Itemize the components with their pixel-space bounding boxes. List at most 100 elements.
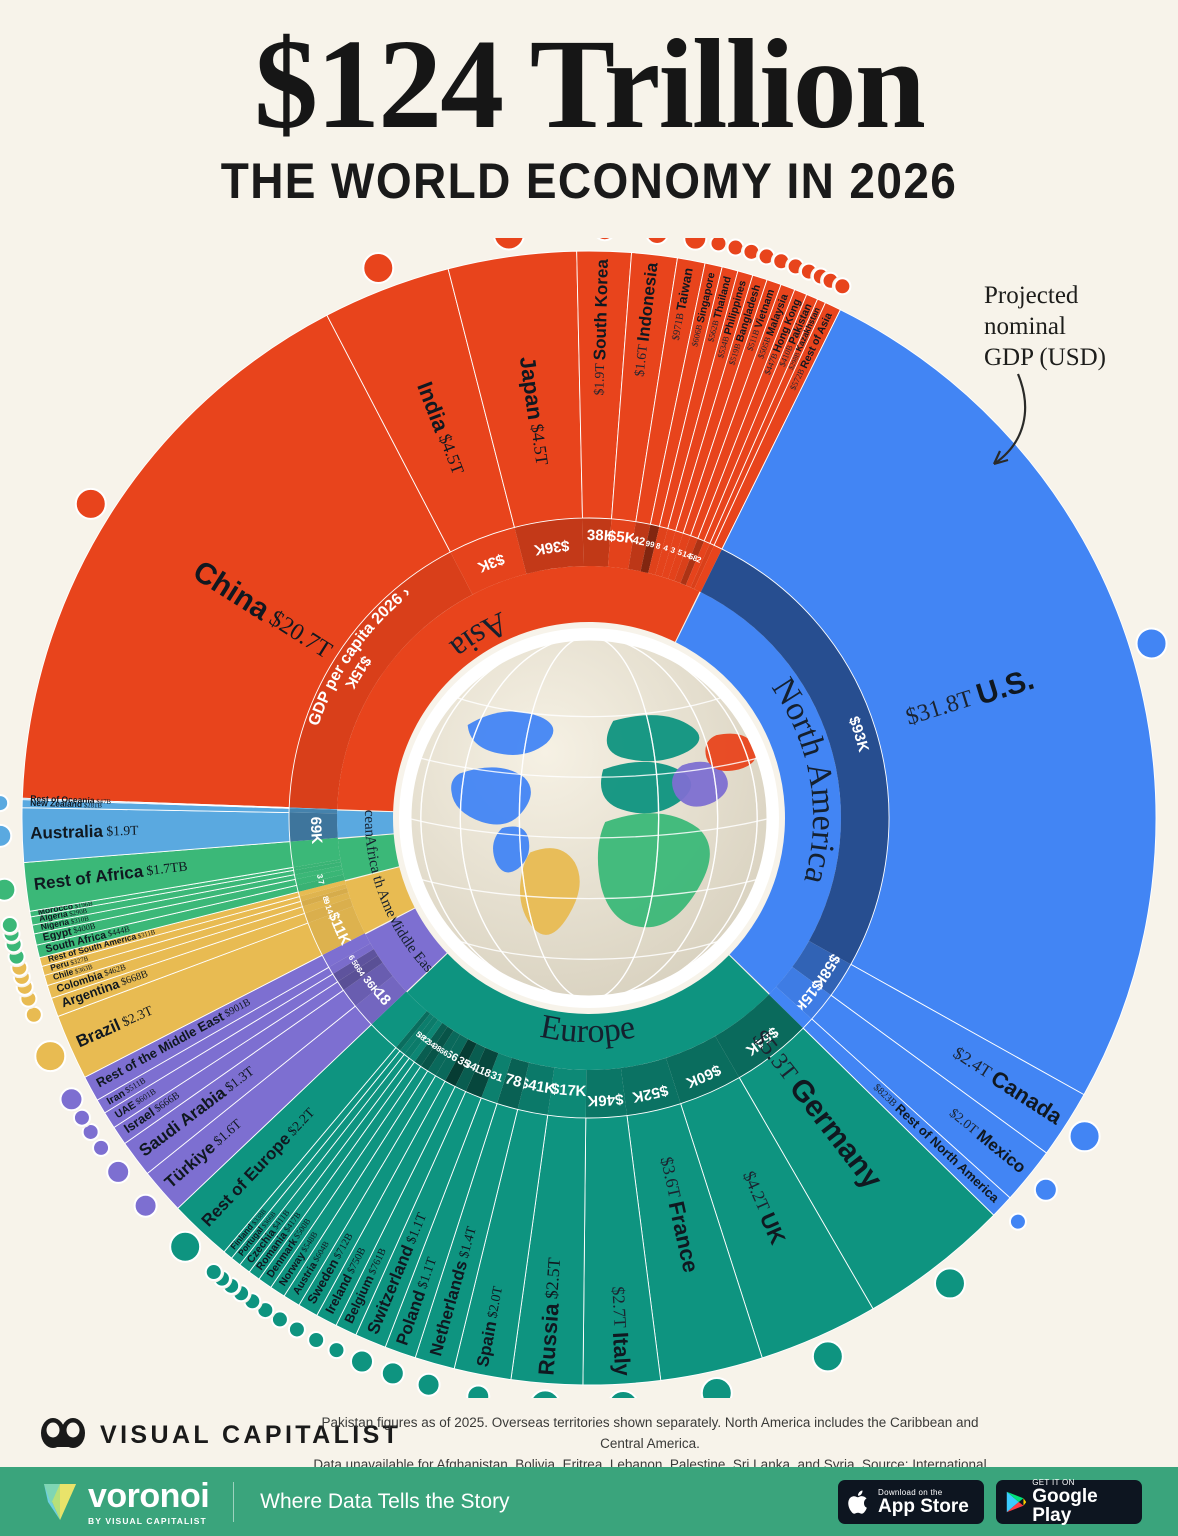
per-capita-segment[interactable] xyxy=(427,1030,461,1076)
per-capita-segment[interactable] xyxy=(289,807,338,810)
per-capita-segment[interactable] xyxy=(768,986,812,1029)
flag-icon-indonesia xyxy=(644,238,670,247)
per-capita-segment[interactable] xyxy=(674,535,698,584)
per-capita-segment[interactable] xyxy=(294,865,343,880)
per-capita-segment[interactable] xyxy=(337,955,383,991)
per-capita-segment[interactable] xyxy=(371,991,427,1048)
per-capita-segment[interactable] xyxy=(450,527,527,595)
google-play-button[interactable]: GET IT ON Google Play xyxy=(996,1478,1142,1525)
per-capita-segment[interactable] xyxy=(455,1043,486,1092)
country-label-rest-of-oceania: Rest of Oceania $47B xyxy=(30,793,111,805)
per-capita-segment[interactable] xyxy=(328,943,374,974)
region-band-middle-east[interactable] xyxy=(365,908,447,992)
google-play-icon xyxy=(1006,1491,1027,1512)
per-capita-segment[interactable] xyxy=(665,1036,740,1104)
per-capita-segment[interactable] xyxy=(399,1013,434,1055)
gdp-annotation: Projected nominal GDP (USD) xyxy=(984,280,1106,373)
per-capita-segment[interactable] xyxy=(296,874,345,892)
per-capita-segment[interactable] xyxy=(497,1057,530,1110)
per-capita-segment[interactable] xyxy=(404,1016,439,1059)
per-capita-segment[interactable] xyxy=(295,869,344,886)
footer-note: VISUAL CAPITALIST Pakistan figures as of… xyxy=(0,1405,1178,1493)
per-capita-segment[interactable] xyxy=(289,551,473,810)
per-capita-segment[interactable] xyxy=(694,545,722,593)
country-slice-u-s-[interactable] xyxy=(721,309,1157,1096)
per-capita-segment[interactable] xyxy=(620,1057,681,1116)
region-band-europe[interactable] xyxy=(407,953,769,1070)
per-capita-segment[interactable] xyxy=(293,859,341,871)
per-capita-segment[interactable] xyxy=(289,837,341,868)
region-band-north-america[interactable] xyxy=(675,592,841,994)
country-label-south-korea: $1.9T South Korea xyxy=(591,258,613,395)
flag-icon-south-korea xyxy=(594,238,615,243)
per-capita-segment[interactable] xyxy=(289,808,338,814)
region-band-asia[interactable] xyxy=(337,566,700,812)
sunburst-chart[interactable]: Asia $15K China $20.7T $3K India $4.5T $36K Ja… xyxy=(0,238,1178,1398)
vertical-divider xyxy=(233,1481,235,1522)
flag-icon-russia xyxy=(529,1387,562,1398)
per-capita-segment[interactable] xyxy=(332,949,378,982)
flag-icon-rest-of-asia xyxy=(831,275,853,297)
per-capita-segment[interactable] xyxy=(700,549,889,965)
per-capita-segment[interactable] xyxy=(302,892,351,914)
per-capita-segment[interactable] xyxy=(585,1067,627,1118)
per-capita-segment[interactable] xyxy=(648,526,668,575)
per-capita-segment[interactable] xyxy=(298,880,346,897)
per-capita-segment[interactable] xyxy=(547,1067,587,1118)
flag-icon-italy xyxy=(607,1388,639,1398)
per-capita-segment[interactable] xyxy=(307,906,365,956)
gdp-annotation-line2: nominal xyxy=(984,313,1066,340)
per-capita-segment[interactable] xyxy=(289,812,338,842)
footnote-line-1: Pakistan figures as of 2025. Overseas te… xyxy=(321,1415,979,1451)
per-capita-segment[interactable] xyxy=(414,1022,448,1067)
page-subtitle: THE WORLD ECONOMY IN 2026 xyxy=(220,152,958,209)
gdp-annotation-line3: GDP (USD) xyxy=(984,344,1106,371)
per-capita-segment[interactable] xyxy=(680,538,705,586)
per-capita-segment[interactable] xyxy=(685,540,710,588)
flag-icon-rest-of-the-middle-east xyxy=(57,1085,85,1113)
per-capita-segment[interactable] xyxy=(481,1053,512,1104)
per-capita-segment[interactable] xyxy=(355,976,407,1025)
region-band-south-america[interactable] xyxy=(345,867,415,934)
per-capita-segment[interactable] xyxy=(792,940,851,996)
app-store-button[interactable]: Download on the App Store xyxy=(838,1479,984,1524)
per-capita-segment[interactable] xyxy=(661,530,684,579)
per-capita-segment[interactable] xyxy=(435,1034,469,1082)
per-capita-segment[interactable] xyxy=(640,524,660,574)
per-capita-segment[interactable] xyxy=(628,521,651,572)
per-capita-segment[interactable] xyxy=(715,994,804,1078)
per-capita-segment[interactable] xyxy=(420,1026,454,1071)
per-capita-segment[interactable] xyxy=(304,898,353,924)
svg-text:New Zealand $281B: New Zealand $281B xyxy=(30,798,102,810)
country-slice-china[interactable] xyxy=(21,314,451,808)
region-band-oceania[interactable] xyxy=(337,810,394,838)
per-capita-segment[interactable] xyxy=(322,933,371,968)
per-capita-segment[interactable] xyxy=(293,861,342,875)
per-capita-segment[interactable] xyxy=(514,518,584,574)
per-capita-segment[interactable] xyxy=(300,888,349,907)
per-capita-segment[interactable] xyxy=(395,1010,431,1051)
per-capita-segment[interactable] xyxy=(517,1062,555,1116)
per-capita-segment[interactable] xyxy=(655,528,676,577)
per-capita-segment[interactable] xyxy=(299,883,347,902)
per-capita-label: $5K xyxy=(607,528,637,548)
country-label-australia: Australia $1.9T xyxy=(30,822,139,843)
per-capita-segment[interactable] xyxy=(582,518,612,567)
per-capita-segment[interactable] xyxy=(607,518,636,570)
per-capita-segment[interactable] xyxy=(465,1047,499,1098)
country-slice-rest-of-oceania[interactable] xyxy=(21,797,290,809)
per-capita-segment[interactable] xyxy=(776,966,832,1019)
per-capita-segment[interactable] xyxy=(690,543,715,589)
voronoi-byline: BY VISUAL CAPITALIST xyxy=(88,1516,207,1526)
per-capita-segment[interactable] xyxy=(444,1039,477,1087)
visual-capitalist-logo-icon xyxy=(41,1418,85,1448)
per-capita-segment[interactable] xyxy=(409,1019,443,1062)
flag-icon-spain xyxy=(464,1382,492,1398)
flag-icon-japan xyxy=(491,238,527,252)
per-capita-segment[interactable] xyxy=(668,533,691,581)
flag-icon-taiwan xyxy=(681,238,709,253)
flag-icon-algeria xyxy=(0,914,21,936)
region-band-africa[interactable] xyxy=(337,834,400,881)
per-capita-segment[interactable] xyxy=(343,962,393,1007)
